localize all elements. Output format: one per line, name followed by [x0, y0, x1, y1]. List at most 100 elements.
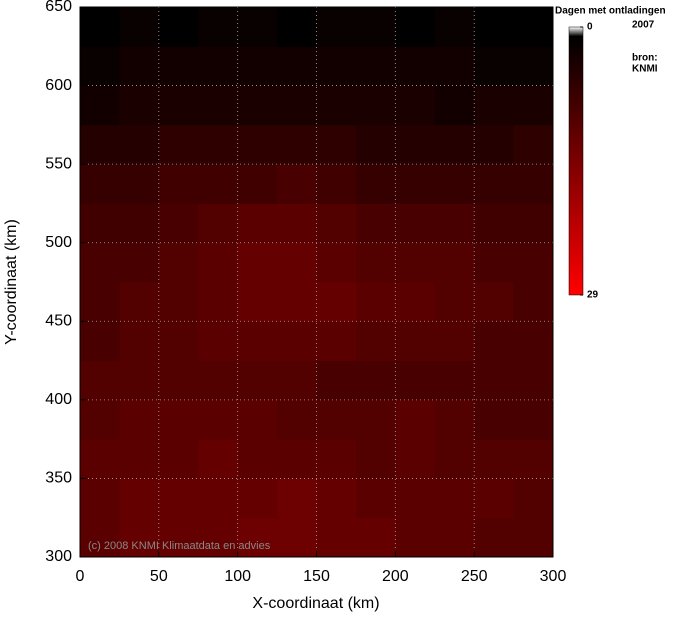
heat-cell: [237, 439, 278, 479]
heat-cell: [513, 7, 554, 47]
heat-cell: [395, 124, 436, 165]
heat-cell: [277, 478, 317, 519]
heat-cell: [119, 242, 160, 283]
x-tick-label: 200: [382, 568, 409, 585]
y-tick-label: 500: [45, 234, 72, 251]
heat-cell: [80, 7, 120, 47]
heat-cell: [434, 124, 475, 165]
heat-cell: [119, 164, 160, 204]
heat-cell: [198, 7, 239, 47]
heat-cell: [395, 282, 436, 322]
heat-cell: [316, 124, 357, 165]
y-tick-label: 550: [45, 155, 72, 172]
heat-cell: [80, 517, 120, 558]
credit: (c) 2008 KNMI Klimaatdata en advies: [88, 540, 271, 552]
heat-cell: [474, 360, 515, 401]
heat-cell: [434, 321, 475, 362]
heat-cell: [277, 164, 317, 204]
heat-cell: [80, 46, 120, 87]
heat-cell: [237, 7, 278, 47]
heat-cell: [513, 478, 554, 519]
heat-cell: [434, 46, 475, 87]
heat-cell: [237, 203, 278, 244]
heat-cell: [158, 242, 199, 283]
x-tick-label: 100: [224, 568, 251, 585]
heat-cell: [513, 360, 554, 401]
heat-cell: [158, 124, 199, 165]
heat-cell: [277, 124, 317, 165]
heat-cell: [513, 321, 554, 362]
heat-cell: [355, 360, 396, 401]
heat-cell: [119, 7, 160, 47]
heat-cell: [237, 399, 278, 440]
heat-cell: [277, 85, 317, 126]
heat-cell: [237, 360, 278, 401]
heat-cell: [434, 439, 475, 479]
heat-cell: [198, 282, 239, 322]
heat-cell: [513, 242, 554, 283]
heat-cell: [158, 164, 199, 204]
y-tick-label: 600: [45, 77, 72, 94]
heat-cell: [316, 46, 357, 87]
heat-cell: [80, 439, 120, 479]
heat-cell: [355, 46, 396, 87]
heat-cell: [80, 399, 120, 440]
heat-cell: [80, 164, 120, 204]
heat-cell: [434, 360, 475, 401]
heat-cell: [198, 321, 239, 362]
heat-cell: [395, 321, 436, 362]
heat-cell: [513, 282, 554, 322]
heat-cell: [119, 282, 160, 322]
heat-cell: [277, 203, 317, 244]
x-tick-label: 150: [303, 568, 330, 585]
heat-cell: [158, 439, 199, 479]
heat-cell: [513, 399, 554, 440]
heat-cell: [119, 517, 160, 558]
heat-cell: [277, 321, 317, 362]
heat-cell: [119, 360, 160, 401]
heat-cell: [395, 242, 436, 283]
x-tick-label: 300: [540, 568, 567, 585]
heat-cell: [237, 478, 278, 519]
heat-cell: [316, 439, 357, 479]
heat-cell: [198, 203, 239, 244]
heat-cell: [316, 360, 357, 401]
heat-cell: [316, 517, 357, 558]
heat-cell: [237, 164, 278, 204]
y-tick-label: 450: [45, 313, 72, 330]
heat-cell: [434, 478, 475, 519]
heat-cell: [277, 46, 317, 87]
heat-cell: [316, 7, 357, 47]
heat-cell: [316, 399, 357, 440]
heat-cell: [355, 203, 396, 244]
heat-cell: [474, 399, 515, 440]
heat-cell: [474, 242, 515, 283]
heat-cell: [80, 203, 120, 244]
heat-cell: [277, 439, 317, 479]
heat-cell: [395, 46, 436, 87]
heat-cell: [474, 439, 515, 479]
heat-cell: [158, 203, 199, 244]
heat-cell: [198, 399, 239, 440]
heat-cell: [198, 85, 239, 126]
heat-cell: [355, 478, 396, 519]
heat-cell: [158, 517, 199, 558]
heat-cell: [395, 85, 436, 126]
heat-cell: [513, 85, 554, 126]
heat-cell: [119, 399, 160, 440]
heat-cell: [277, 517, 317, 558]
heat-cell: [513, 517, 554, 558]
y-tick-label: 300: [45, 548, 72, 565]
heat-cell: [513, 164, 554, 204]
heat-cell: [119, 203, 160, 244]
x-tick-label: 0: [76, 568, 85, 585]
heat-cell: [80, 124, 120, 165]
heat-cell: [80, 360, 120, 401]
heat-cell: [198, 124, 239, 165]
chart-title: Dagen met ontladingen: [555, 6, 666, 17]
heat-cell: [237, 517, 278, 558]
heat-cell: [513, 439, 554, 479]
heat-cell: [355, 164, 396, 204]
heat-cell: [80, 321, 120, 362]
